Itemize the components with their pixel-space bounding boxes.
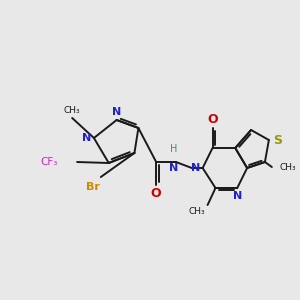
Text: O: O <box>151 187 161 200</box>
Text: N: N <box>82 133 91 143</box>
Text: S: S <box>273 134 282 146</box>
Text: N: N <box>169 163 178 173</box>
Text: CF₃: CF₃ <box>40 157 57 167</box>
Text: O: O <box>207 113 218 126</box>
Text: CH₃: CH₃ <box>280 163 296 172</box>
Text: N: N <box>112 107 121 117</box>
Text: CH₃: CH₃ <box>64 106 80 115</box>
Text: H: H <box>170 144 178 154</box>
Text: N: N <box>191 163 201 173</box>
Text: Br: Br <box>86 182 100 192</box>
Text: N: N <box>232 191 242 201</box>
Text: CH₃: CH₃ <box>189 207 206 216</box>
